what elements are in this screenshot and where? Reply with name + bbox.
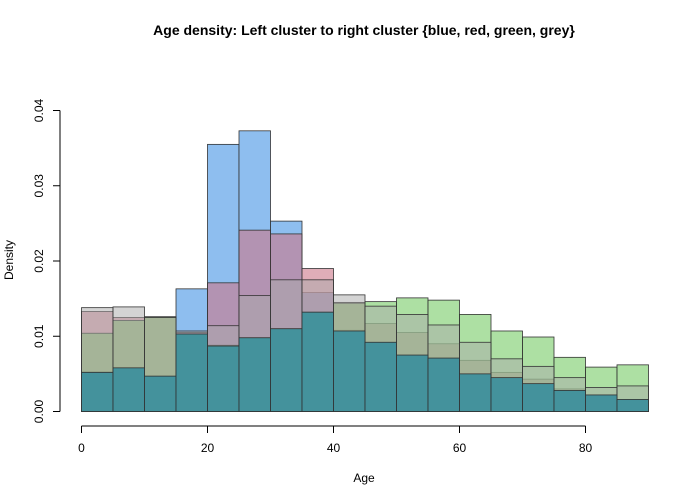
bar-series-4-bin-1 (112, 367, 145, 412)
bar-series-4-bin-14 (522, 383, 555, 412)
x-tick-label: 40 (327, 441, 341, 455)
bar-series-4-bin-13 (490, 377, 523, 412)
x-tick-label: 20 (201, 441, 215, 455)
bar-series-4-bin-11 (427, 357, 460, 412)
y-tick-label: 0.02 (32, 249, 46, 273)
y-tick-label: 0.00 (32, 399, 46, 423)
x-axis: 0 20 40 60 80 (78, 425, 593, 455)
bar-series-4-bin-4 (207, 345, 240, 412)
bar-series-4-bin-15 (553, 390, 586, 412)
bar-series-4-bin-16 (585, 394, 618, 412)
bar-series-4-bin-7 (301, 311, 334, 412)
x-tick-label: 60 (453, 441, 467, 455)
bar-series-4-bin-12 (459, 373, 492, 412)
y-tick-label: 0.01 (32, 324, 46, 348)
bar-series-4-bin-17 (616, 399, 649, 412)
x-tick-label: 0 (78, 441, 85, 455)
histogram-bars (81, 130, 649, 412)
bar-series-4-bin-9 (364, 341, 397, 412)
y-axis-label: Density (2, 240, 16, 280)
y-tick-label: 0.04 (32, 98, 46, 122)
bar-series-4-bin-10 (396, 354, 429, 412)
chart-title: Age density: Left cluster to right clust… (153, 22, 575, 38)
bar-series-4-bin-2 (144, 375, 177, 412)
y-axis: 0.00 0.01 0.02 0.03 0.04 (32, 98, 61, 423)
bar-series-4-bin-5 (238, 337, 271, 412)
x-tick-label: 80 (579, 441, 593, 455)
bar-series-4-bin-8 (333, 330, 366, 412)
series-4-bars (81, 311, 649, 412)
bar-series-4-bin-3 (175, 333, 208, 412)
x-axis-label: Age (353, 471, 375, 485)
bar-series-4-bin-0 (81, 371, 114, 412)
y-tick-label: 0.03 (32, 174, 46, 198)
bar-series-4-bin-6 (270, 328, 303, 412)
